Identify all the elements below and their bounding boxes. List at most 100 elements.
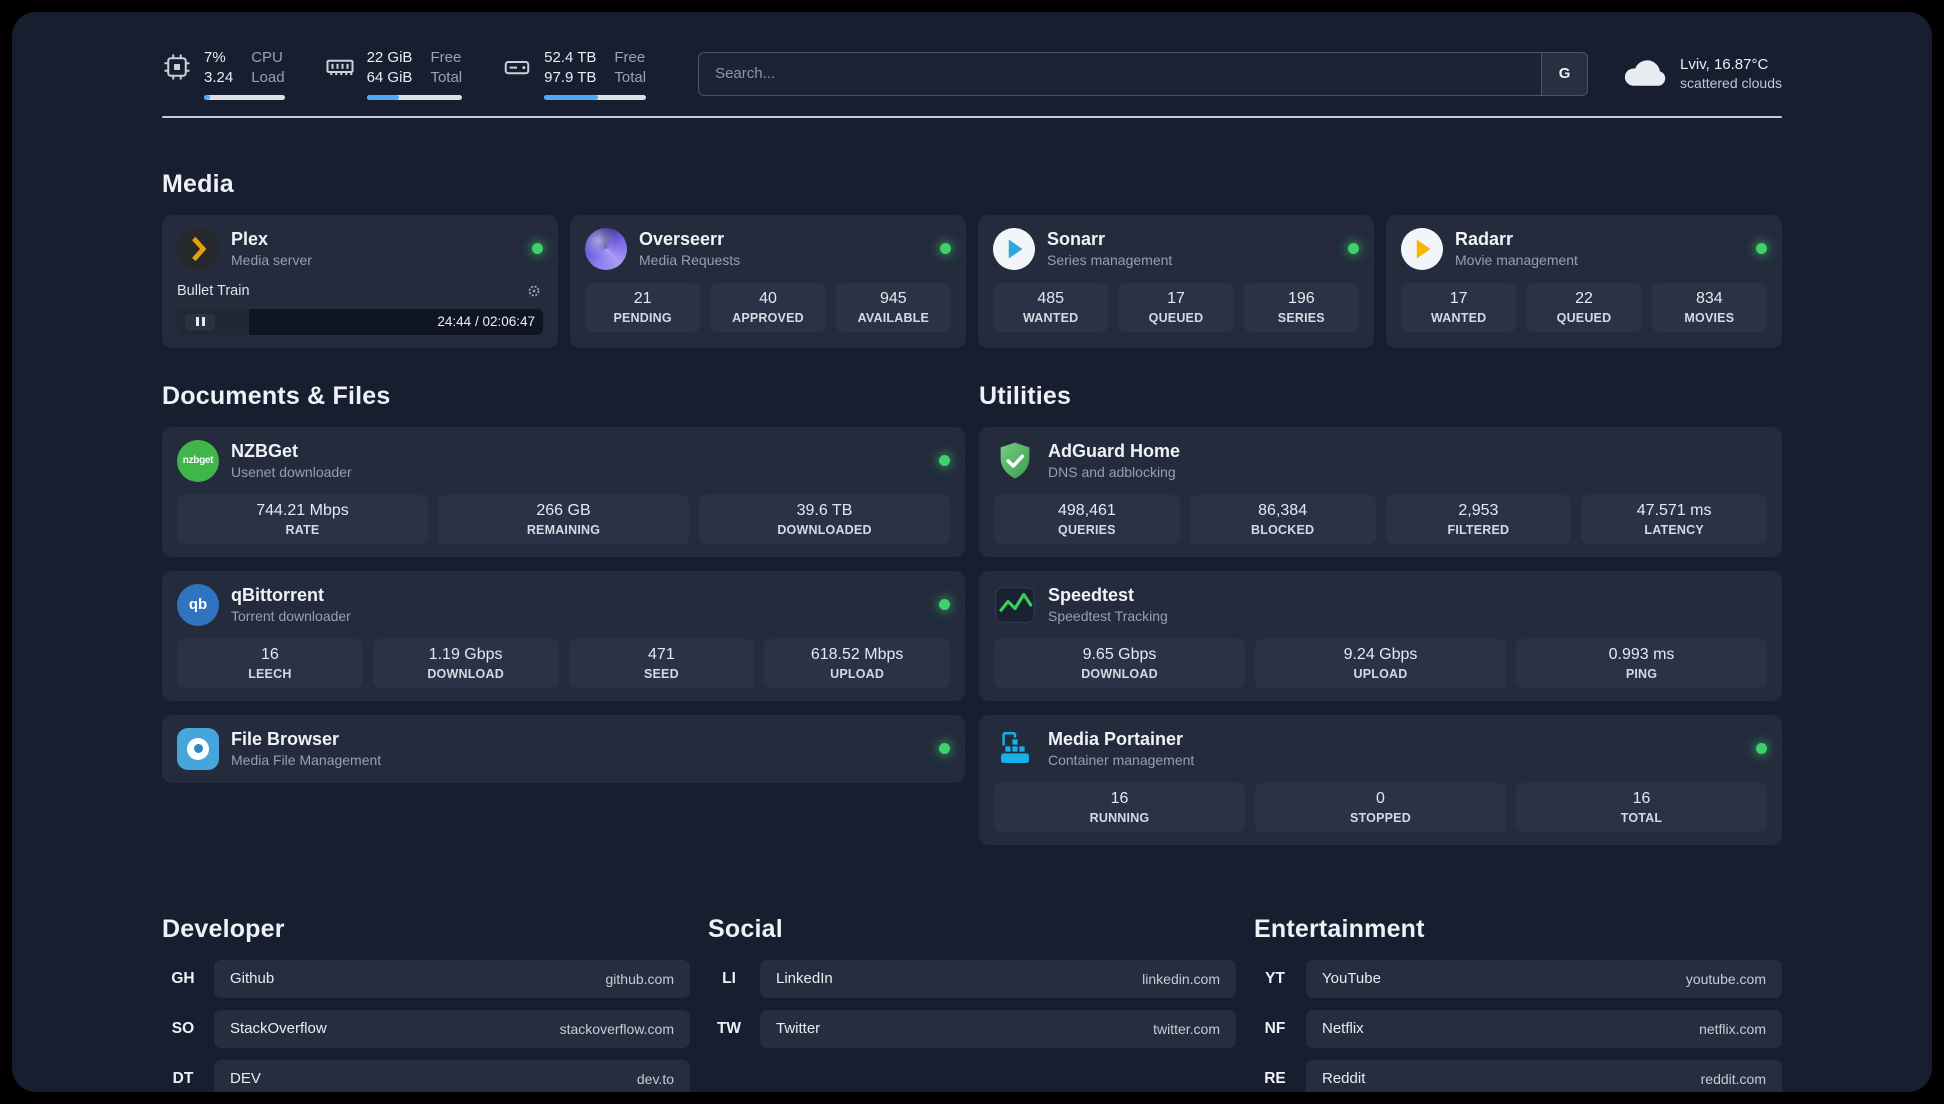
app-card-adguard[interactable]: AdGuard Home DNS and adblocking 498,461 … [979,426,1782,557]
status-online-dot [939,743,950,754]
stat-tile: 22 QUEUED [1526,282,1642,332]
app-name: qBittorrent [231,585,324,605]
speedtest-graph-icon [994,584,1036,626]
section-title-media: Media [162,169,234,198]
stat-tile: 86,384 BLOCKED [1189,494,1376,544]
ram-progress-bar [366,94,463,100]
bookmark-url: stackoverflow.com [559,1020,674,1037]
stat-value: 16 [260,645,279,663]
cpu-progress-bar [204,94,285,100]
settings-gear-icon[interactable] [525,282,543,300]
stat-label: RUNNING [1089,810,1150,825]
stat-tile: 40 APPROVED [710,282,826,332]
bookmark-name: StackOverflow [230,1020,327,1037]
section-title-social: Social [708,914,783,943]
stat-value: 196 [1287,289,1315,307]
stat-value: 17 [1167,289,1185,307]
bookmark-url: linkedin.com [1142,970,1220,987]
bookmark-abbr: TW [716,1019,742,1037]
list-item: TW Twitter twitter.com [708,1009,1236,1048]
bookmark-name: LinkedIn [776,970,833,987]
stat-label: STOPPED [1350,810,1411,825]
stat-value: 0 [1376,789,1385,807]
app-card-filebrowser[interactable]: File Browser Media File Management [162,714,965,783]
list-item: YT YouTube youtube.com [1254,959,1782,998]
list-item: DT DEV dev.to [162,1059,690,1092]
stat-tile: 17 WANTED [1401,282,1517,332]
bookmark-link-youtube[interactable]: YouTube youtube.com [1306,959,1782,998]
bookmark-name: Github [230,970,275,987]
disk-free-value: 52.4 TB [544,49,597,66]
bookmark-url: youtube.com [1685,970,1766,987]
bookmark-link-dev[interactable]: DEV dev.to [214,1059,690,1092]
search-engine-button[interactable]: G [1541,52,1588,95]
app-name: Sonarr [1047,229,1106,249]
ram-free-label: Free [430,49,462,66]
stat-label: UPLOAD [830,666,885,681]
playback-time: 24:44 / 02:06:47 [437,314,535,329]
topbar-divider [162,115,1782,118]
stat-tile: 9.24 Gbps UPLOAD [1255,638,1506,688]
bookmark-link-stackoverflow[interactable]: StackOverflow stackoverflow.com [214,1009,690,1048]
stat-tile: 618.52 Mbps UPLOAD [764,638,950,688]
stat-label: DOWNLOADED [777,522,872,537]
status-online-dot [940,243,951,254]
stat-label: WANTED [1430,310,1487,325]
stat-tile: 9.65 Gbps DOWNLOAD [994,638,1245,688]
bookmark-url: reddit.com [1700,1070,1766,1087]
app-name: Overseerr [639,229,725,249]
pause-button[interactable] [185,313,215,330]
stat-label: MOVIES [1684,310,1735,325]
playback-progress-bar[interactable]: 24:44 / 02:06:47 [177,308,543,335]
bookmark-abbr: DT [172,1069,194,1087]
bookmark-link-linkedin[interactable]: LinkedIn linkedin.com [760,959,1236,998]
stat-label: PENDING [613,310,672,325]
app-card-plex[interactable]: Plex Media server Bullet Train [162,214,558,348]
list-item: LI LinkedIn linkedin.com [708,959,1236,998]
bookmark-group-social: Social LI LinkedIn linkedin.com TW Twitt… [708,915,1236,1093]
stat-label: BLOCKED [1251,522,1315,537]
bookmark-link-reddit[interactable]: Reddit reddit.com [1306,1059,1782,1092]
bookmark-url: twitter.com [1153,1020,1220,1037]
app-card-qbittorrent[interactable]: qb qBittorrent Torrent downloader 16 LEE… [162,570,965,701]
app-card-overseerr[interactable]: Overseerr Media Requests 21 PENDING 40 A… [570,214,966,348]
stat-tile: 47.571 ms LATENCY [1581,494,1767,544]
search-input[interactable] [699,52,1542,95]
stat-value: 471 [648,645,675,663]
stat-label: FILTERED [1447,522,1510,537]
bookmark-abbr: GH [171,969,195,987]
app-subtitle: Media server [231,252,312,268]
bookmark-group-developer: Developer GH Github github.com SO StackO… [162,915,690,1092]
qbittorrent-icon: qb [177,583,219,626]
stat-value: 834 [1695,289,1723,307]
cpu-metric: 7% CPU 3.24 Load [162,48,285,100]
app-card-speedtest[interactable]: Speedtest Speedtest Tracking 9.65 Gbps D… [979,570,1782,701]
section-title-entertainment: Entertainment [1254,914,1425,943]
app-card-sonarr[interactable]: Sonarr Series management 485 WANTED 17 Q… [978,214,1374,348]
app-card-portainer[interactable]: Media Portainer Container management 16 … [979,714,1782,845]
app-card-radarr[interactable]: Radarr Movie management 17 WANTED 22 QUE… [1386,214,1782,348]
app-name: File Browser [231,729,340,749]
stat-label: LEECH [248,666,292,681]
app-subtitle: Speedtest Tracking [1048,608,1168,624]
stat-label: DOWNLOAD [1081,666,1158,681]
bookmark-group-entertainment: Entertainment YT YouTube youtube.com NF … [1254,914,1782,1092]
bookmark-abbr: YT [1265,969,1285,987]
dashboard-root: 7% CPU 3.24 Load [12,12,1932,1092]
bookmark-url: github.com [605,970,674,987]
portainer-whale-icon [994,728,1036,770]
app-name: AdGuard Home [1048,441,1181,461]
nzbget-icon: nzbget [177,439,219,482]
bookmark-abbr: SO [171,1019,195,1037]
topbar: 7% CPU 3.24 Load [162,48,1782,100]
stat-value: 21 [633,289,652,307]
bookmark-link-netflix[interactable]: Netflix netflix.com [1306,1009,1782,1048]
bookmark-link-github[interactable]: Github github.com [214,959,690,998]
stat-tile: 498,461 QUERIES [994,494,1180,544]
app-card-nzbget[interactable]: nzbget NZBGet Usenet downloader 744.21 M… [162,426,965,557]
bookmark-name: Netflix [1322,1020,1364,1037]
status-online-dot [939,599,950,610]
bookmark-link-twitter[interactable]: Twitter twitter.com [760,1009,1236,1048]
bookmark-abbr: RE [1264,1069,1286,1087]
stat-tile: 485 WANTED [993,282,1109,332]
